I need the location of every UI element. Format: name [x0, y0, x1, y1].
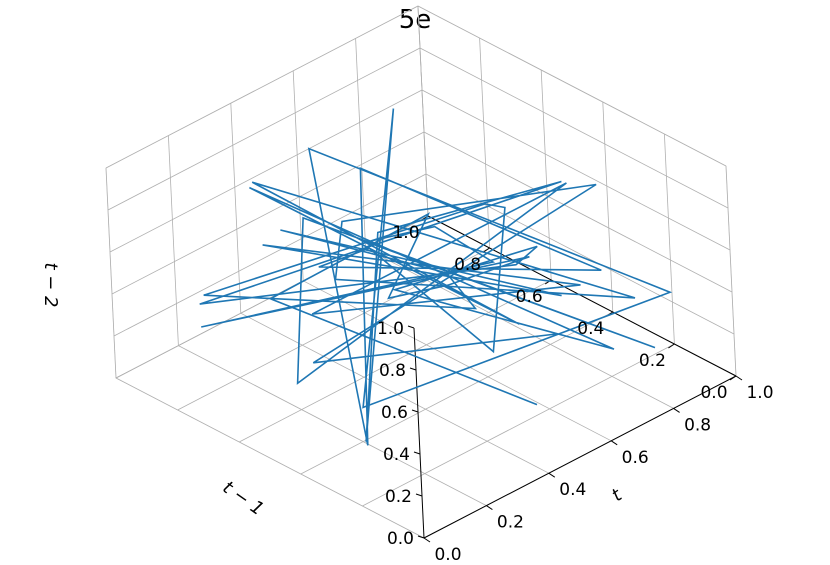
- z-tick-label-3: 0.6: [381, 403, 408, 423]
- gridline-ypane-z-2: [111, 131, 425, 295]
- z-tick-mark-3: [411, 409, 419, 413]
- x-axis-label: t: [608, 484, 627, 506]
- gridline-xpane-z-5: [417, 5, 727, 167]
- x-tick-label-4: 0.8: [684, 415, 711, 435]
- gridline-ypane-x-4: [355, 38, 366, 249]
- gridline-floor-x-0: [115, 377, 425, 539]
- gridline-xpane-y-2: [602, 101, 614, 313]
- y-tick-label-2: 0.4: [577, 319, 604, 339]
- z-tick-label-4: 0.8: [379, 361, 406, 381]
- z-axis-label: t − 2: [40, 262, 61, 307]
- gridline-floor-y-2: [300, 311, 613, 475]
- x-tick-label-2: 0.4: [559, 480, 586, 500]
- x-tick-mark-3: [610, 440, 618, 446]
- series-group: [199, 108, 673, 446]
- gridline-ypane-z-3: [109, 89, 423, 253]
- gridline-floor-y-5: [115, 215, 429, 379]
- gridline-floor-x-4: [365, 248, 674, 409]
- y-axis-label: t − 1: [219, 477, 268, 520]
- y-tick-label-5: 1.0: [392, 223, 419, 243]
- z-tick-mark-0: [417, 535, 425, 539]
- gridline-floor-y-3: [239, 279, 552, 443]
- z-tick-mark-2: [413, 451, 421, 455]
- x-tick-mark-2: [548, 472, 556, 478]
- gridline-floor-x-3: [303, 280, 612, 442]
- gridline-floor-x-2: [240, 312, 549, 474]
- x-tick-mark-0: [423, 537, 431, 543]
- x-axis-line: [423, 375, 737, 539]
- gridline-ypane-x-2: [230, 103, 242, 314]
- y-tick-mark-4: [483, 247, 490, 253]
- y-tick-label-4: 0.8: [454, 255, 481, 275]
- chart-title: 5e: [399, 5, 432, 35]
- z-tick-label-5: 1.0: [377, 319, 404, 339]
- gridline-ypane-z-5: [105, 5, 419, 169]
- tick-labels: 0.0 0.0 0.0 0.2 0.2 0.2 0.4 0.4 0.4 0.6 0.6 0.6 0.8 0…: [377, 223, 774, 565]
- x-tick-label-0: 0.0: [434, 545, 461, 565]
- z-tick-label-2: 0.4: [383, 445, 410, 465]
- y-tick-label-1: 0.2: [639, 351, 666, 371]
- z-tick-mark-4: [409, 367, 417, 371]
- gridline-floor-y-1: [362, 343, 675, 507]
- gridline-xpane-z-2: [423, 131, 733, 293]
- x-tick-label-1: 0.2: [497, 513, 524, 533]
- x-tick-mark-4: [673, 407, 680, 413]
- z-tick-mark-5: [407, 325, 415, 329]
- axis-lines: [407, 215, 743, 543]
- gridline-xpane-y-0: [725, 165, 737, 377]
- y-tick-mark-0: [729, 375, 737, 381]
- gridline-xpane-z-4: [419, 47, 729, 209]
- gridline-xpane-z-3: [421, 89, 731, 251]
- gridline-ypane-z-4: [107, 47, 421, 211]
- x-tick-label-5: 1.0: [746, 383, 773, 403]
- y-tick-mark-1: [668, 343, 675, 349]
- gridline-xpane-y-4: [479, 37, 490, 249]
- y-tick-label-0: 0.0: [700, 383, 727, 403]
- z-tick-label-0: 0.0: [387, 529, 414, 549]
- x-tick-mark-5: [735, 375, 743, 381]
- z-tick-label-1: 0.2: [385, 487, 412, 507]
- gridline-ypane-x-0: [105, 167, 117, 379]
- gridline-xpane-z-1: [425, 173, 735, 335]
- series-line-0: [199, 108, 673, 446]
- gridline-ypane-x-5: [417, 5, 429, 217]
- gridline-floor-x-1: [178, 345, 487, 506]
- gridline-xpane-y-1: [664, 133, 675, 345]
- gridline-ypane-x-1: [168, 135, 179, 346]
- x-tick-mark-1: [486, 505, 493, 511]
- z-axis-line: [413, 327, 425, 539]
- y-axis-line: [427, 215, 737, 377]
- z-tick-mark-1: [415, 493, 423, 497]
- x-tick-label-3: 0.6: [622, 448, 649, 468]
- gridline-ypane-z-1: [113, 173, 427, 337]
- y-tick-label-3: 0.6: [516, 287, 543, 307]
